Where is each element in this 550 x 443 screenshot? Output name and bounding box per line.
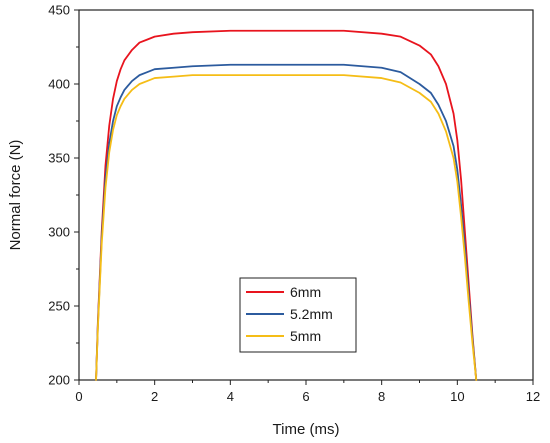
y-tick-label: 300 bbox=[48, 225, 70, 240]
y-tick-label: 250 bbox=[48, 299, 70, 314]
y-tick-label: 350 bbox=[48, 151, 70, 166]
series-line-3 bbox=[95, 74, 478, 381]
y-axis-title: Normal force (N) bbox=[7, 140, 24, 251]
y-tick-label: 400 bbox=[48, 77, 70, 92]
legend: 6mm 5.2mm 5mm bbox=[239, 277, 357, 353]
x-tick-label: 12 bbox=[526, 389, 540, 404]
x-tick-label: 6 bbox=[302, 389, 309, 404]
series-line-2 bbox=[95, 63, 478, 381]
legend-label-2: 5.2mm bbox=[290, 306, 333, 322]
x-tick-label: 0 bbox=[75, 389, 82, 404]
axes-layer: 0 2 4 6 8 10 12 200 250 300 350 400 450 bbox=[48, 3, 540, 405]
legend-label-3: 5mm bbox=[290, 328, 321, 344]
x-tick-label: 10 bbox=[450, 389, 464, 404]
series-layer bbox=[95, 29, 478, 381]
y-tick-label: 450 bbox=[48, 3, 70, 18]
legend-label-1: 6mm bbox=[290, 284, 321, 300]
x-tick-label: 8 bbox=[378, 389, 385, 404]
y-tick-label: 200 bbox=[48, 373, 70, 388]
x-axis-title: Time (ms) bbox=[273, 421, 340, 438]
x-tick-label: 4 bbox=[227, 389, 234, 404]
series-line-1 bbox=[95, 29, 478, 381]
x-tick-label: 2 bbox=[151, 389, 158, 404]
